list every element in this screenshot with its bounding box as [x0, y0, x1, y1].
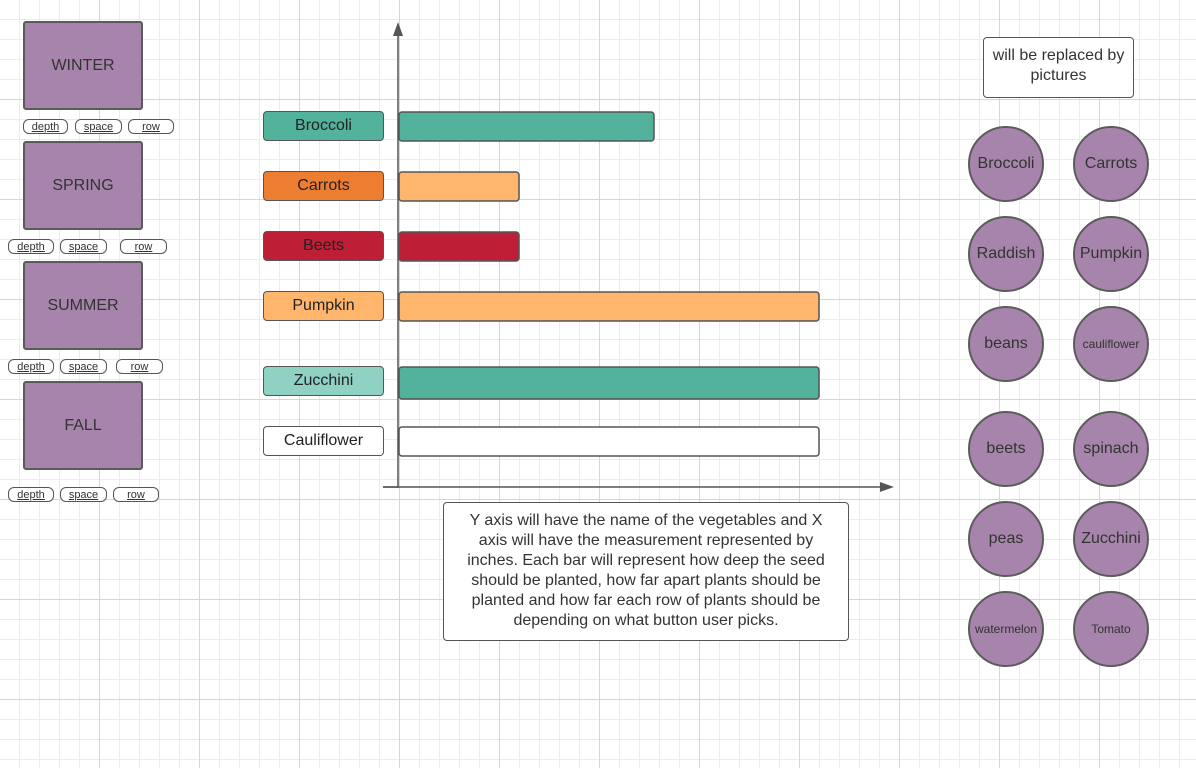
- spring-row-button[interactable]: row: [120, 239, 167, 254]
- picture-raddish[interactable]: Raddish: [968, 216, 1044, 292]
- season-fall-button[interactable]: FALL: [23, 381, 143, 470]
- category-label-pumpkin: Pumpkin: [263, 291, 384, 321]
- bar-broccoli: [398, 111, 655, 142]
- summer-depth-button[interactable]: depth: [8, 359, 54, 374]
- winter-space-button[interactable]: space: [75, 119, 122, 134]
- picture-placeholder-note: will be replaced by pictures: [983, 37, 1134, 98]
- bar-beets: [398, 231, 520, 262]
- category-label-beets: Beets: [263, 231, 384, 261]
- picture-watermelon[interactable]: watermelon: [968, 591, 1044, 667]
- bar-carrots: [398, 171, 520, 202]
- bar-cauliflower: [398, 426, 820, 457]
- picture-zucchini[interactable]: Zucchini: [1073, 501, 1149, 577]
- winter-row-button[interactable]: row: [128, 119, 174, 134]
- fall-row-button[interactable]: row: [113, 487, 159, 502]
- picture-beans[interactable]: beans: [968, 306, 1044, 382]
- category-label-zucchini: Zucchini: [263, 366, 384, 396]
- x-axis-arrow: [880, 482, 894, 492]
- season-winter-button[interactable]: WINTER: [23, 21, 143, 110]
- picture-carrots[interactable]: Carrots: [1073, 126, 1149, 202]
- chart-description-note: Y axis will have the name of the vegetab…: [443, 502, 849, 641]
- category-label-carrots: Carrots: [263, 171, 384, 201]
- picture-broccoli[interactable]: Broccoli: [968, 126, 1044, 202]
- picture-peas[interactable]: peas: [968, 501, 1044, 577]
- bar-pumpkin: [398, 291, 820, 322]
- summer-space-button[interactable]: space: [60, 359, 107, 374]
- summer-row-button[interactable]: row: [116, 359, 163, 374]
- y-axis-arrow: [393, 22, 403, 36]
- season-summer-button[interactable]: SUMMER: [23, 261, 143, 350]
- picture-spinach[interactable]: spinach: [1073, 411, 1149, 487]
- spring-depth-button[interactable]: depth: [8, 239, 54, 254]
- fall-space-button[interactable]: space: [60, 487, 107, 502]
- winter-depth-button[interactable]: depth: [23, 119, 68, 134]
- picture-tomato[interactable]: Tomato: [1073, 591, 1149, 667]
- fall-depth-button[interactable]: depth: [8, 487, 54, 502]
- picture-beets[interactable]: beets: [968, 411, 1044, 487]
- picture-cauliflower[interactable]: cauliflower: [1073, 306, 1149, 382]
- bar-zucchini: [398, 366, 820, 400]
- picture-pumpkin[interactable]: Pumpkin: [1073, 216, 1149, 292]
- category-label-broccoli: Broccoli: [263, 111, 384, 141]
- season-spring-button[interactable]: SPRING: [23, 141, 143, 230]
- category-label-cauliflower: Cauliflower: [263, 426, 384, 456]
- spring-space-button[interactable]: space: [60, 239, 107, 254]
